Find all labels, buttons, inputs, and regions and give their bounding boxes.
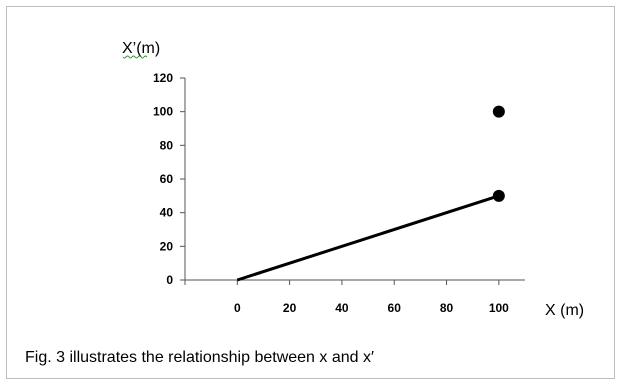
figure-frame: 0 20 40 60 80 100 120 0 20 40 60 80 100 X’(m) X (m)… xyxy=(6,6,615,379)
scatter-chart: 0 20 40 60 80 100 120 0 20 40 60 80 100 X’(m) X (m) xyxy=(122,40,584,319)
data-point xyxy=(492,105,505,118)
x-tick-label: 80 xyxy=(440,301,454,315)
x-tick-label: 100 xyxy=(489,301,509,315)
y-tick-label: 120 xyxy=(153,71,173,85)
data-point xyxy=(492,189,505,202)
x-axis-title: X (m) xyxy=(545,302,584,319)
y-tick-label: 20 xyxy=(160,239,174,253)
y-tick-label: 100 xyxy=(153,105,173,119)
x-ticks: 0 20 40 60 80 100 xyxy=(184,280,509,315)
data-series xyxy=(236,105,505,282)
y-ticks: 0 20 40 60 80 100 120 xyxy=(153,71,185,287)
x-tick-label: 20 xyxy=(283,301,297,315)
y-tick-label: 60 xyxy=(160,172,174,186)
spellcheck-underline xyxy=(122,55,148,59)
x-tick-label: 0 xyxy=(234,301,241,315)
x-tick-label: 40 xyxy=(335,301,349,315)
y-tick-label: 0 xyxy=(166,273,173,287)
x-tick-label: 60 xyxy=(388,301,402,315)
y-axis-title: X’(m) xyxy=(122,40,160,57)
y-tick-label: 80 xyxy=(160,138,174,152)
series-line xyxy=(236,194,500,282)
y-tick-label: 40 xyxy=(160,206,174,220)
figure-caption: Fig. 3 illustrates the relationship betw… xyxy=(25,349,374,366)
